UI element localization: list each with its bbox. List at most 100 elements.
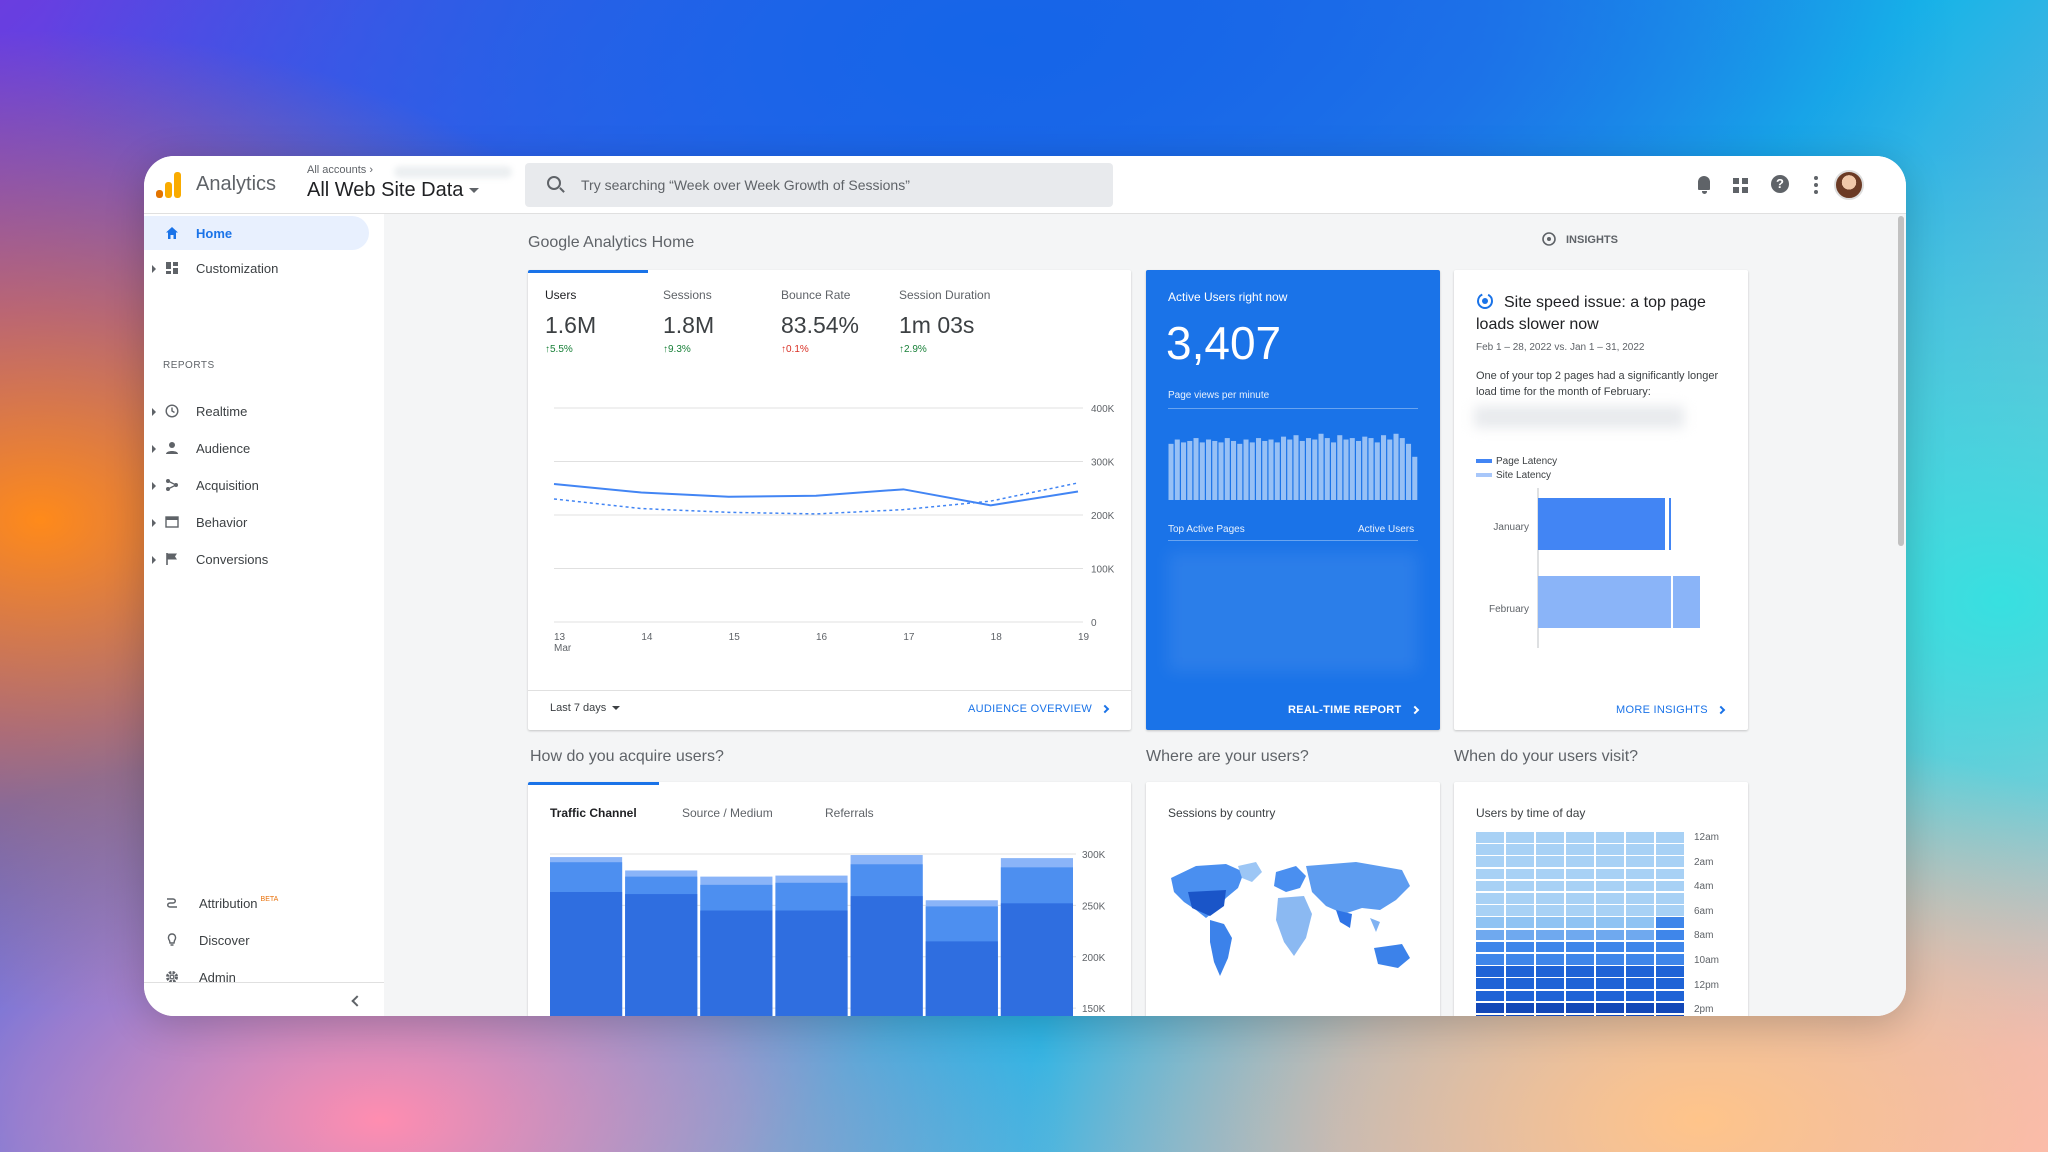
tab-traffic-channel[interactable]: Traffic Channel [550,806,637,820]
heatmap-cell [1626,917,1654,928]
heatmap-cell [1626,966,1654,977]
heatmap-cell [1536,893,1564,904]
tab-referrals[interactable]: Referrals [825,806,874,820]
apps-grid-icon[interactable] [1730,174,1752,196]
series-line-previous [553,482,1079,515]
sidebar-item-label: Audience [196,441,251,456]
x-tick-label: 13 [554,632,566,643]
sidebar-item-realtime[interactable]: Realtime [144,394,369,428]
site-latency-marker-january [1669,498,1671,550]
analytics-window: Analytics All accounts › All Web Site Da… [144,156,1906,1016]
pageview-bar [1231,440,1237,500]
realtime-report-link[interactable]: REAL-TIME REPORT [1288,704,1419,716]
date-range-selector[interactable]: Last 7 days [550,702,621,714]
more-insights-link[interactable]: MORE INSIGHTS [1616,704,1726,716]
heatmap-cell [1626,832,1654,843]
scrollbar[interactable] [1898,216,1904,546]
heatmap-cell [1476,990,1504,1002]
user-avatar[interactable] [1834,170,1864,200]
y-tick-label: 100K [1091,565,1115,576]
sidebar-item-audience[interactable]: Audience [144,431,369,465]
heatmap-cell [1536,844,1564,855]
realtime-title: Active Users right now [1168,290,1288,304]
acquisition-card: Traffic Channel Source / Medium Referral… [528,782,1131,1016]
breadcrumb[interactable]: All accounts › [307,164,374,176]
heatmap-cell [1656,954,1684,965]
heatmap-cell [1536,941,1564,953]
home-icon [166,227,178,239]
x-tick-sublabel: Mar [554,643,572,654]
collapse-sidebar-icon[interactable] [349,995,361,1007]
heatmap-cell [1506,868,1534,880]
chevron-right-icon [1100,704,1110,714]
heatmap-cell [1476,832,1504,843]
acquire-section-title: How do you acquire users? [530,748,724,765]
x-tick-label: 14 [641,632,653,643]
sidebar-item-home[interactable]: Home [144,216,369,250]
app-name[interactable]: Analytics [196,173,277,195]
analytics-logo-icon[interactable] [156,172,182,198]
pageview-bar [1312,439,1318,500]
pageview-bar [1349,438,1355,500]
notifications-bell-icon[interactable] [1694,174,1716,196]
redacted-pages-list [1168,552,1418,672]
row-label-february: February [1489,604,1529,615]
pageview-bar [1206,439,1212,500]
heatmap-cell [1566,880,1594,892]
heatmap-cell [1626,868,1654,880]
arrow-up-icon: ↑ [663,344,668,355]
heatmap-cell [1656,880,1684,892]
pageview-bar [1212,440,1218,500]
heatmap-cell [1566,929,1594,941]
audience-overview-link[interactable]: AUDIENCE OVERVIEW [968,703,1110,715]
sidebar-item-conversions[interactable]: Conversions [144,542,369,576]
property-selector[interactable]: All Web Site Data [307,179,480,202]
heatmap-cell [1596,880,1624,892]
search-icon [547,176,561,190]
sidebar-item-acquisition[interactable]: Acquisition [144,468,369,502]
heatmap-cell [1626,844,1654,855]
hour-label: 4am [1694,881,1714,893]
world-map[interactable] [1166,858,1426,998]
sidebar-item-attribution[interactable]: Attribution BETA [144,886,369,920]
insight-speed-icon [1477,293,1493,309]
heatmap-cell [1536,856,1564,867]
heatmap-cell [1506,880,1534,892]
heatmap-cell [1626,990,1654,1002]
latency-bar-chart: January February [1489,488,1700,648]
metric-delta: ↑9.3% [663,344,691,355]
heatmap-cell [1476,954,1504,965]
dropdown-caret-icon [469,188,480,194]
more-vert-icon[interactable] [1806,174,1828,196]
tab-source-medium[interactable]: Source / Medium [682,806,773,820]
sidebar-item-admin[interactable]: Admin [144,960,369,994]
heatmap-cell [1566,856,1594,867]
acquisition-icon [166,479,178,491]
heatmap-cell [1506,954,1534,965]
search-bar[interactable] [525,163,1113,207]
active-users-header: Active Users [1358,524,1415,535]
selected-metric-indicator [528,270,648,273]
sidebar-item-customization[interactable]: Customization [144,251,369,285]
pageview-bar [1168,443,1174,500]
heatmap-cell [1596,917,1624,928]
insights-button[interactable]: INSIGHTS [1542,232,1618,246]
metric-delta-value: 9.3% [668,344,691,355]
y-tick-label: 250K [1082,901,1106,912]
heatmap-cell [1656,832,1684,843]
metric-value: 1.6M [545,312,597,338]
sidebar-item-discover[interactable]: Discover [144,923,369,957]
flag-icon [166,553,177,565]
sidebar-item-label: Admin [199,970,236,985]
sidebar-item-behavior[interactable]: Behavior [144,505,369,539]
metric-value: 83.54% [781,312,860,338]
help-icon[interactable]: ? [1770,174,1792,196]
dashboard-icon [166,262,178,274]
pageview-bar [1412,456,1418,500]
heatmap-cell [1626,929,1654,941]
search-input[interactable] [581,173,1101,197]
pageview-bar [1356,440,1362,500]
insight-body: One of your top 2 pages had a significan… [1476,370,1719,398]
heatmap-cell [1626,954,1654,965]
pageview-bar [1318,433,1324,500]
